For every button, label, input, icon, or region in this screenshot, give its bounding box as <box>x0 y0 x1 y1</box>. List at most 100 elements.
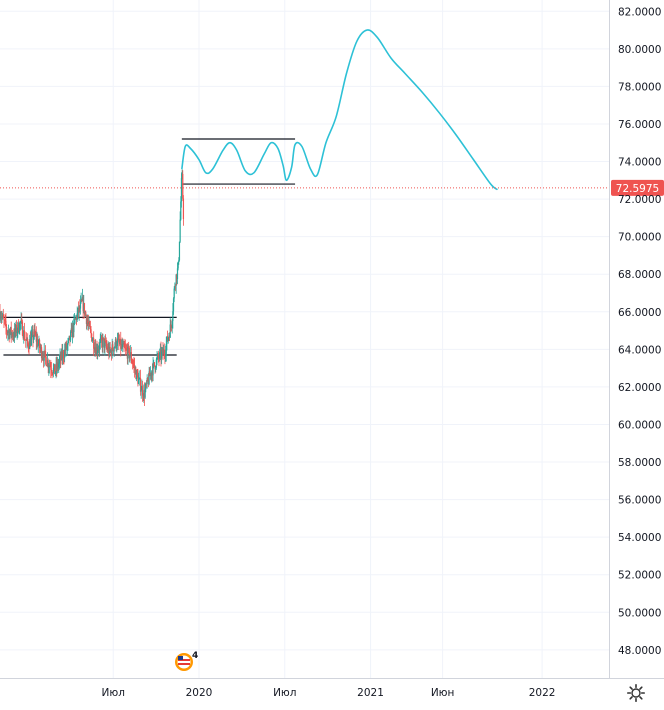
candle-body <box>50 366 52 370</box>
candle-body <box>29 339 31 346</box>
candle-body <box>149 371 151 377</box>
candle-body <box>102 337 105 339</box>
candle-body <box>37 339 39 347</box>
candle-body <box>163 349 165 355</box>
candle-body <box>171 321 173 328</box>
candle-body <box>52 367 55 374</box>
candle-body <box>43 350 45 361</box>
candle-body <box>54 364 56 375</box>
candle-body <box>35 334 37 336</box>
candle-body <box>68 335 70 339</box>
candle-body <box>9 327 12 333</box>
candle-body <box>37 344 39 347</box>
current-price-label: 72.5975 <box>616 183 659 195</box>
candle-body <box>9 332 11 338</box>
candle-body <box>157 354 159 358</box>
candle-body <box>156 357 158 360</box>
candle-body <box>18 330 20 333</box>
candle-body <box>61 351 63 359</box>
candle-body <box>151 371 153 376</box>
candle-body <box>85 315 88 325</box>
y-tick-label: 48.0000 <box>618 645 661 657</box>
candle-body <box>157 354 159 358</box>
candle-body <box>93 348 95 351</box>
candle-body <box>80 299 82 303</box>
x-tick-label: Июн <box>431 687 455 699</box>
candle-body <box>88 322 90 325</box>
candle-body <box>141 386 144 396</box>
forecast-series <box>181 29 499 191</box>
candle-body <box>38 339 41 349</box>
x-tick-label: 2022 <box>529 687 556 699</box>
settings-gear-icon[interactable] <box>626 683 646 703</box>
candle-body <box>44 351 47 358</box>
candle-body <box>168 335 170 338</box>
candle-body <box>52 373 54 374</box>
candle-body <box>44 350 46 352</box>
candle-body <box>85 312 87 316</box>
candle-body <box>25 340 27 341</box>
candle-body <box>134 369 136 370</box>
candle-body <box>132 362 134 365</box>
candle-body <box>8 330 10 338</box>
candle-body <box>118 342 121 344</box>
candle-body <box>16 330 18 334</box>
candle-body <box>181 173 183 179</box>
candle-body <box>55 363 57 372</box>
candle-body <box>5 320 7 328</box>
candle-body <box>59 355 61 360</box>
candle-body <box>105 341 107 347</box>
candle-body <box>15 325 18 334</box>
candle-body <box>111 344 113 356</box>
candle-body <box>64 349 66 351</box>
candle-body <box>106 347 109 351</box>
x-tick-label: 2021 <box>357 687 384 699</box>
candle-body <box>95 347 97 355</box>
candle-body <box>160 349 162 359</box>
candle-body <box>4 320 6 322</box>
y-tick-label: 58.0000 <box>618 457 661 469</box>
candle-body <box>12 336 14 338</box>
candle-body <box>130 352 132 361</box>
candle-body <box>49 365 51 367</box>
candle-body <box>135 370 138 380</box>
candle-body <box>27 344 29 348</box>
y-tick-label: 60.0000 <box>618 419 661 431</box>
candle-body <box>78 306 80 314</box>
candle-body <box>169 324 171 338</box>
candle-body <box>60 355 62 360</box>
candle-body <box>110 350 112 352</box>
candle-body <box>97 350 99 353</box>
candle-body <box>137 375 139 384</box>
candle-body <box>11 333 13 335</box>
candle-body <box>172 298 175 312</box>
candle-body <box>130 352 132 356</box>
candle-body <box>42 357 45 361</box>
candle-body <box>53 364 55 368</box>
candle-body <box>11 333 14 337</box>
candle-body <box>98 349 100 351</box>
grid <box>0 0 609 678</box>
y-tick-label: 74.0000 <box>618 157 661 169</box>
y-tick-label: 54.0000 <box>618 532 661 544</box>
candle-body <box>152 362 154 376</box>
candle-body <box>71 325 74 337</box>
candle-body <box>3 318 5 321</box>
x-tick-label: Июл <box>102 687 125 699</box>
candle-body <box>2 314 4 317</box>
candle-body <box>143 390 146 398</box>
candle-body <box>79 302 82 309</box>
candle-body <box>164 354 166 357</box>
candle-body <box>1 316 3 318</box>
candle-body <box>62 351 64 358</box>
candle-body <box>101 340 103 347</box>
candle-body <box>22 335 24 338</box>
candle-body <box>170 324 172 327</box>
candle-body <box>128 346 130 348</box>
candle-body <box>24 339 26 340</box>
candle-body <box>73 318 75 333</box>
event-badge[interactable]: 4 <box>175 651 198 671</box>
candle-body <box>165 344 167 354</box>
